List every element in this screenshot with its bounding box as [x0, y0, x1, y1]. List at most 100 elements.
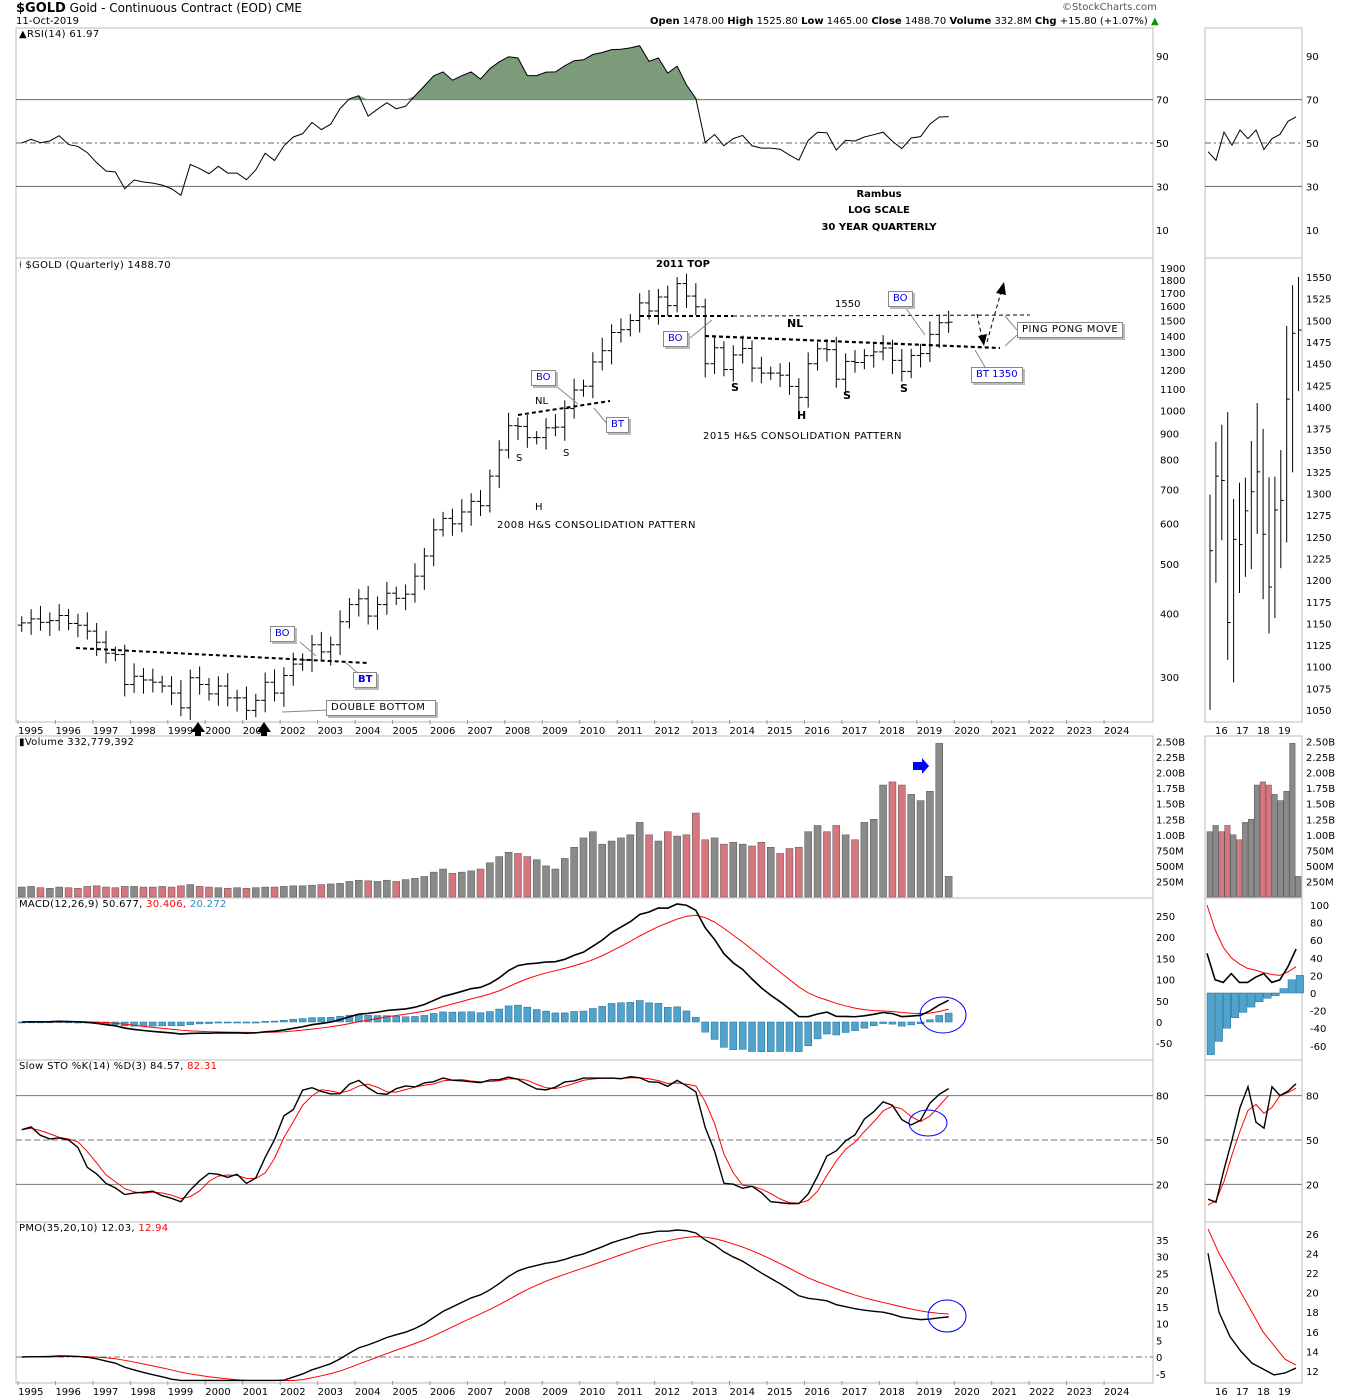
right-volume-bar — [1295, 876, 1302, 898]
right-volume-bar — [1289, 743, 1296, 898]
macd-histogram-bar — [486, 1011, 494, 1023]
price-bar — [925, 321, 934, 363]
bo-callout: BO — [270, 626, 295, 642]
volume-bar — [486, 862, 494, 898]
right-price-axis-label: 1475 — [1306, 338, 1331, 349]
right-price-axis-label: 1150 — [1306, 619, 1331, 630]
macd-histogram-bar — [851, 1021, 859, 1031]
right-rsi-line — [1207, 116, 1297, 162]
price-bar — [167, 676, 176, 706]
macd-histogram-bar — [561, 1012, 569, 1023]
volume-bar — [626, 834, 635, 898]
volume-axis-label: 1.75B — [1156, 784, 1185, 795]
rsi-axis-label: 30 — [1306, 182, 1319, 193]
year-tick-label: 2004 — [355, 1387, 380, 1398]
volume-bar — [598, 843, 606, 898]
pmo-axis-label: 5 — [1156, 1336, 1162, 1347]
level-1550-label: 1550 — [835, 299, 861, 310]
macd-histogram-bar — [149, 1021, 157, 1027]
macd-histogram-bar — [607, 1003, 616, 1023]
price-bar — [130, 663, 139, 693]
volume-bar — [149, 886, 157, 898]
macd-histogram-bar — [504, 1005, 513, 1023]
year-tick-label: 1995 — [18, 1387, 43, 1398]
year-tick-label: 2000 — [205, 726, 230, 737]
macd-histogram-bar — [523, 1006, 532, 1023]
year-tick-label: 2007 — [467, 726, 492, 737]
volume-axis-label: 2.25B — [1306, 753, 1335, 764]
macd-histogram-bar — [130, 1021, 138, 1027]
volume-bar — [841, 834, 850, 898]
volume-bar — [813, 825, 822, 898]
volume-axis-label: 2.00B — [1306, 769, 1335, 780]
up-arrow-icon — [257, 722, 271, 736]
volume-bar — [373, 881, 382, 898]
pmo-axis-label: 0 — [1156, 1353, 1162, 1364]
ping-pong-callout: PING PONG MOVE — [1017, 322, 1124, 338]
volume-axis-label: 2.00B — [1156, 769, 1185, 780]
right-pmo-axis-label: 12 — [1306, 1367, 1319, 1378]
pmo-legend: PMO(35,20,10) 12.03, 12.94 — [19, 1223, 168, 1234]
volume-bar — [860, 822, 869, 898]
volume-bar — [317, 884, 326, 898]
year-tick-label: 2023 — [1067, 726, 1092, 737]
macd-histogram-bar — [785, 1021, 794, 1052]
volume-bar — [776, 853, 784, 898]
volume-bar — [476, 868, 485, 898]
price-bar — [897, 349, 906, 382]
volume-axis-label: 250M — [1306, 877, 1334, 888]
macd-signal-line — [21, 914, 949, 1034]
panel-frame — [15, 1221, 1154, 1384]
volume-bar — [55, 886, 63, 898]
volume-bar — [64, 887, 73, 898]
volume-bar — [214, 887, 223, 898]
macd-histogram-bar — [214, 1021, 223, 1024]
chart-icon: ⫮ — [19, 260, 22, 271]
price-bar — [813, 342, 822, 371]
macd-axis-label: 100 — [1156, 976, 1175, 987]
up-arrow-icon — [191, 722, 205, 736]
price-bar — [879, 335, 888, 361]
macd-histogram-bar — [167, 1021, 176, 1026]
volume-bar — [261, 886, 269, 898]
resistance-1550-line — [732, 314, 1031, 317]
macd-histogram-bar — [832, 1021, 841, 1036]
price-bar — [448, 508, 457, 536]
chg-label: Chg — [1034, 16, 1057, 27]
right-price-axis-label: 1350 — [1306, 446, 1331, 457]
price-bar — [907, 348, 916, 379]
macd-histogram-bar — [532, 1009, 541, 1023]
panel-frame — [15, 897, 1154, 1061]
year-tick-label: 2014 — [730, 726, 755, 737]
volume-bar — [177, 885, 185, 898]
sto-legend-text: Slow STO %K(14) %D(3) 84.57, — [19, 1061, 184, 1072]
neckline — [517, 400, 611, 416]
year-tick-label: 2019 — [917, 726, 942, 737]
price-bar — [270, 669, 279, 702]
pmo-axis-label: 20 — [1156, 1286, 1169, 1297]
callout-pointer — [281, 709, 331, 713]
price-bar — [345, 598, 354, 629]
year-tick-label: 18 — [1257, 726, 1270, 737]
price-bar — [420, 547, 429, 590]
volume-bar — [673, 835, 681, 898]
macd-histogram-bar — [776, 1021, 784, 1052]
rsi-axis-label: 70 — [1156, 96, 1169, 107]
rsi-axis-label: 90 — [1156, 52, 1169, 63]
price-bar — [701, 298, 710, 378]
price-bar — [27, 609, 36, 635]
price-bar — [729, 345, 738, 382]
right-macd-histogram-bar — [1271, 992, 1280, 996]
year-tick-label: 2011 — [617, 1387, 642, 1398]
year-tick-label: 2001 — [243, 1387, 268, 1398]
volume-bar — [74, 888, 82, 898]
year-tick-label: 2006 — [430, 726, 455, 737]
year-tick-label: 2018 — [879, 726, 904, 737]
year-tick-label: 2018 — [879, 1387, 904, 1398]
volume-bar — [167, 886, 176, 898]
high-label: High — [727, 16, 754, 27]
volume-bar — [111, 887, 120, 898]
macd-histogram-bar — [280, 1019, 288, 1023]
macd-axis-label: 250 — [1156, 912, 1175, 923]
price-bar — [298, 653, 307, 671]
